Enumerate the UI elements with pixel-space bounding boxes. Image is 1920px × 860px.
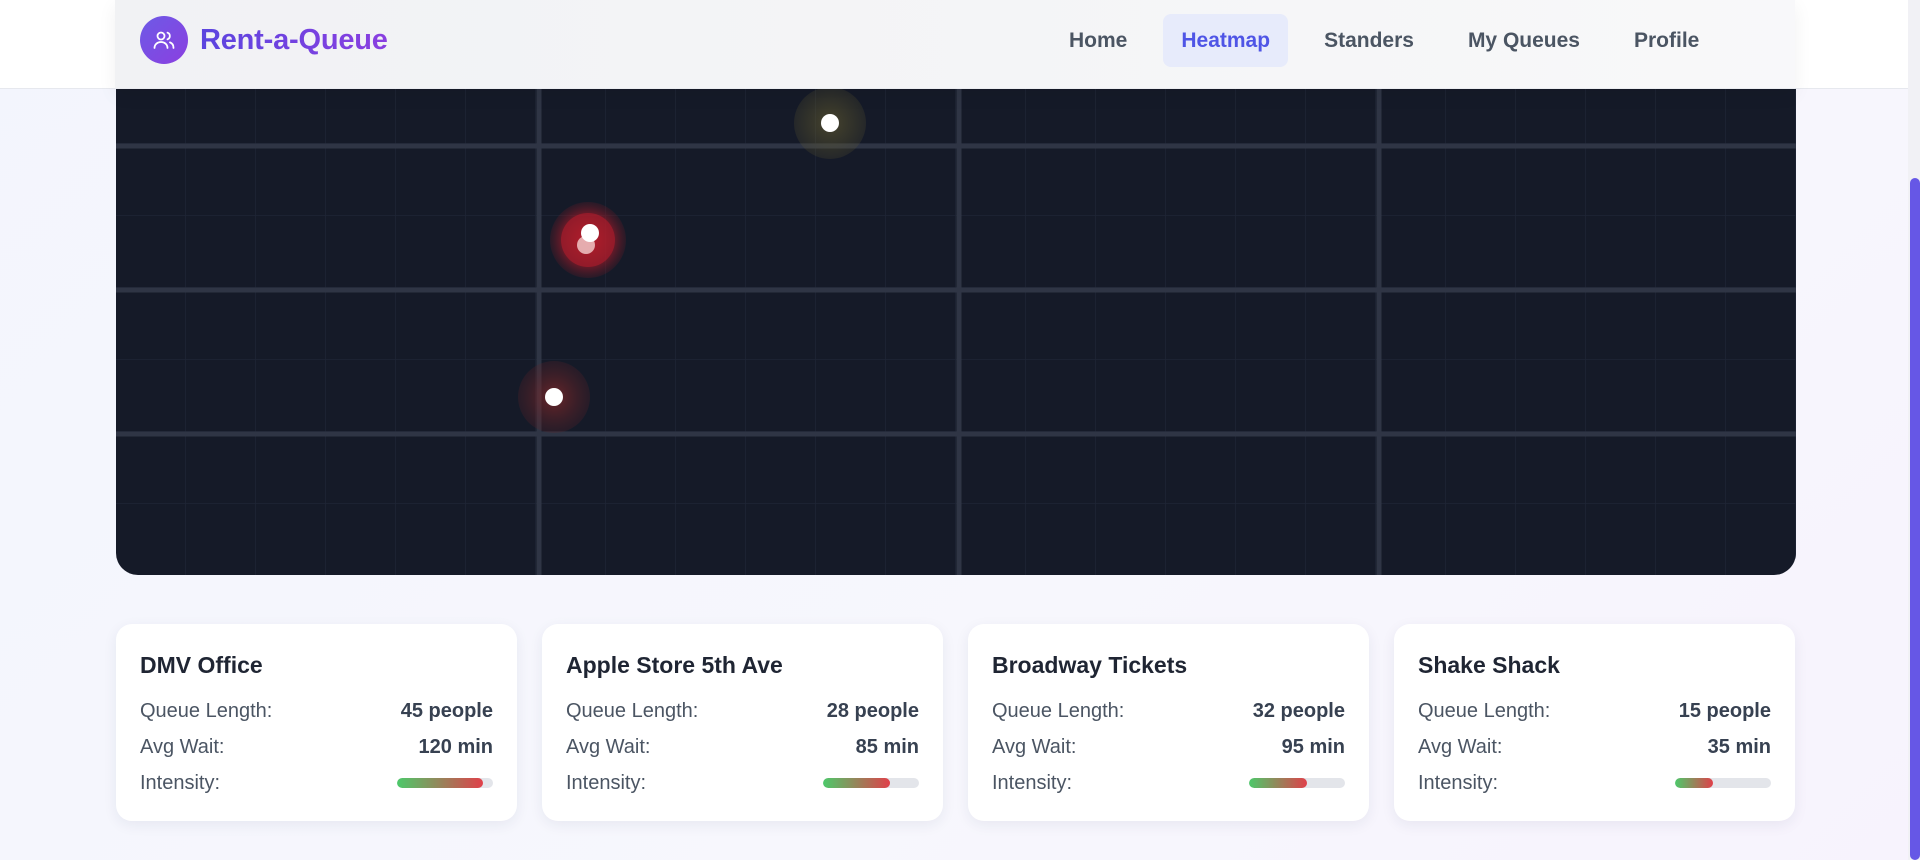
heatmap-canvas[interactable] — [116, 89, 1796, 575]
queue-cards: DMV Office Queue Length: 45 people Avg W… — [116, 624, 1796, 821]
queue-length-value: 28 people — [826, 699, 919, 722]
intensity-label: Intensity: — [1418, 771, 1499, 794]
avg-wait-value: 35 min — [1707, 735, 1771, 758]
queue-length-row: Queue Length: 45 people — [140, 693, 493, 729]
card-title: DMV Office — [140, 652, 263, 678]
scrollbar-thumb[interactable] — [1910, 178, 1920, 860]
avg-wait-row: Avg Wait: 120 min — [140, 729, 493, 765]
avg-wait-value: 120 min — [418, 735, 493, 758]
nav-standers[interactable]: Standers — [1324, 28, 1414, 52]
intensity-row: Intensity: — [566, 765, 919, 801]
map-marker-low[interactable] — [794, 89, 866, 159]
avg-wait-value: 85 min — [855, 735, 919, 758]
intensity-bar — [823, 778, 919, 788]
queue-card[interactable]: Broadway Tickets Queue Length: 32 people… — [968, 624, 1369, 821]
avg-wait-row: Avg Wait: 95 min — [992, 729, 1345, 765]
queue-length-value: 45 people — [400, 699, 493, 722]
queue-length-label: Queue Length: — [1418, 699, 1551, 722]
intensity-bar-fill — [823, 778, 891, 788]
queue-length-label: Queue Length: — [566, 699, 699, 722]
intensity-label: Intensity: — [566, 771, 647, 794]
intensity-bar — [397, 778, 493, 788]
avg-wait-label: Avg Wait: — [1418, 735, 1503, 758]
nav-home[interactable]: Home — [1069, 28, 1128, 52]
map-marker-medium[interactable] — [518, 361, 590, 433]
intensity-bar-fill — [1249, 778, 1307, 788]
queue-length-row: Queue Length: 28 people — [566, 693, 919, 729]
avg-wait-label: Avg Wait: — [140, 735, 225, 758]
queue-length-label: Queue Length: — [992, 699, 1125, 722]
brand-name: Rent-a-Queue — [200, 23, 388, 56]
avg-wait-value: 95 min — [1281, 735, 1345, 758]
intensity-label: Intensity: — [992, 771, 1073, 794]
queue-length-row: Queue Length: 32 people — [992, 693, 1345, 729]
nav-my-queues[interactable]: My Queues — [1467, 28, 1580, 52]
intensity-row: Intensity: — [992, 765, 1345, 801]
avg-wait-row: Avg Wait: 85 min — [566, 729, 919, 765]
card-title: Shake Shack — [1418, 652, 1560, 678]
nav-heatmap[interactable]: Heatmap — [1163, 14, 1289, 67]
queue-length-value: 32 people — [1252, 699, 1345, 722]
brand[interactable]: Rent-a-Queue — [140, 16, 388, 64]
queue-card[interactable]: Shake Shack Queue Length: 15 people Avg … — [1394, 624, 1795, 821]
nav-links: Home Heatmap Standers My Queues Profile — [1051, 14, 1735, 67]
intensity-label: Intensity: — [140, 771, 221, 794]
major-grid — [116, 89, 1796, 575]
queue-length-row: Queue Length: 15 people — [1418, 693, 1771, 729]
avg-wait-row: Avg Wait: 35 min — [1418, 729, 1771, 765]
avg-wait-label: Avg Wait: — [566, 735, 651, 758]
users-icon — [140, 16, 188, 64]
queue-length-value: 15 people — [1678, 699, 1771, 722]
card-title: Broadway Tickets — [992, 652, 1188, 678]
minor-grid — [116, 89, 1796, 575]
intensity-bar-fill — [397, 778, 484, 788]
nav-container — [115, 0, 1795, 89]
queue-length-label: Queue Length: — [140, 699, 273, 722]
queue-card[interactable]: DMV Office Queue Length: 45 people Avg W… — [116, 624, 517, 821]
intensity-bar-fill — [1675, 778, 1714, 788]
card-title: Apple Store 5th Ave — [566, 652, 783, 678]
intensity-bar — [1249, 778, 1345, 788]
map-marker-high[interactable] — [550, 202, 626, 278]
avg-wait-label: Avg Wait: — [992, 735, 1077, 758]
top-nav: Rent-a-Queue Home Heatmap Standers My Qu… — [0, 0, 1908, 89]
intensity-bar — [1675, 778, 1771, 788]
intensity-row: Intensity: — [1418, 765, 1771, 801]
intensity-row: Intensity: — [140, 765, 493, 801]
queue-card[interactable]: Apple Store 5th Ave Queue Length: 28 peo… — [542, 624, 943, 821]
nav-profile[interactable]: Profile — [1633, 28, 1700, 52]
